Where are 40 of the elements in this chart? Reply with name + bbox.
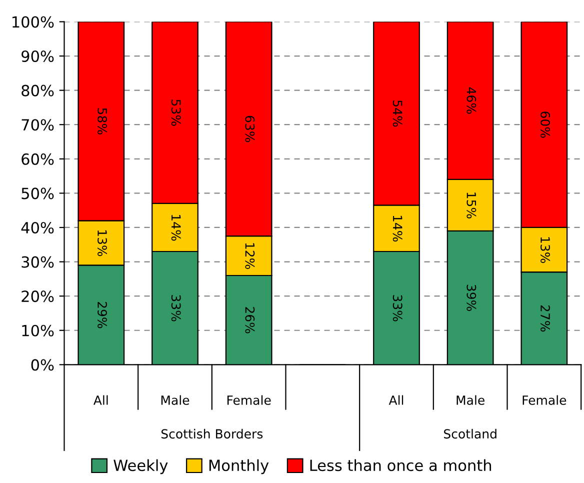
data-label: 14% <box>171 214 181 241</box>
data-label: 33% <box>392 295 402 322</box>
text: Scottish Borders <box>161 428 263 439</box>
data-label: 14% <box>392 216 402 242</box>
data-label: 33% <box>171 295 181 322</box>
legend-label: Less than once a month <box>310 459 492 472</box>
y-tick-label: 10% <box>22 324 54 336</box>
data-label: 46% <box>466 87 476 114</box>
y-tick-label: 70% <box>22 119 54 131</box>
x-tick-label: Female <box>522 395 566 405</box>
data-label: 13% <box>98 230 107 256</box>
legend-label: Weekly <box>114 459 168 474</box>
data-label: 26% <box>245 307 255 334</box>
data-label: 15% <box>466 192 476 218</box>
x-tick-label: Male <box>456 395 484 405</box>
y-tick-label: 100% <box>12 16 54 28</box>
y-tick-label: 60% <box>22 153 54 165</box>
x-tick-label: Male <box>161 395 190 405</box>
y-tick-label: 0% <box>31 359 54 371</box>
data-label: 12% <box>245 243 255 269</box>
data-label: 27% <box>540 305 550 332</box>
data-label: 58% <box>98 108 107 134</box>
y-tick-label: 80% <box>22 84 54 96</box>
data-label: 39% <box>466 284 476 311</box>
data-label: 53% <box>171 100 181 126</box>
x-tick-label: All <box>94 395 108 405</box>
data-label: 63% <box>245 116 255 142</box>
y-tick-label: 90% <box>22 50 54 62</box>
y-tick-label: 30% <box>22 256 54 268</box>
x-tick-label: All <box>388 395 404 405</box>
data-label: 29% <box>98 302 107 328</box>
data-label: 60% <box>540 112 550 138</box>
text: Scotland <box>444 428 496 439</box>
y-tick-label: 50% <box>22 188 54 200</box>
legend-label: Monthly <box>209 459 269 474</box>
data-label: 13% <box>540 237 550 263</box>
data-label: 54% <box>392 100 402 127</box>
y-tick-label: 20% <box>22 290 54 302</box>
x-tick-label: Female <box>227 395 271 405</box>
y-tick-label: 40% <box>21 222 54 234</box>
